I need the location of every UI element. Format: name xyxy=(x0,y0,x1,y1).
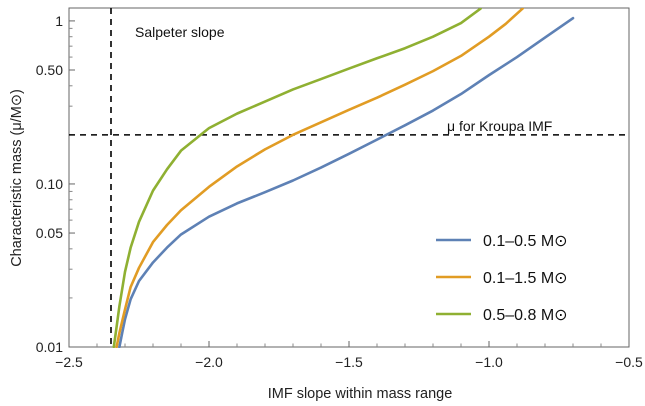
legend-label-1: 0.1–0.5 M⊙ xyxy=(483,233,568,250)
legend-label-2: 0.1–1.5 M⊙ xyxy=(483,270,568,287)
y-tick-label: 0.10 xyxy=(36,176,63,192)
series-group xyxy=(112,8,575,348)
series-line-1 xyxy=(118,16,575,348)
kroupa-mu-annotation: μ for Kroupa IMF xyxy=(447,118,552,134)
y-tick-label: 0.50 xyxy=(36,62,63,78)
x-tick-label: −0.5 xyxy=(615,354,643,370)
legend-label-3: 0.5–0.8 M⊙ xyxy=(483,307,568,324)
x-tick-label: −1.5 xyxy=(335,354,363,370)
x-tick-label: −1.0 xyxy=(475,354,503,370)
y-axis-label: Characteristic mass (μ/M⊙) xyxy=(9,89,25,267)
series-line-2 xyxy=(115,8,524,348)
x-tick-label: −2.5 xyxy=(55,354,83,370)
salpeter-slope-annotation: Salpeter slope xyxy=(135,24,225,40)
y-tick-label: 1 xyxy=(55,13,63,29)
y-tick-label: 0.05 xyxy=(36,225,63,241)
x-axis-label: IMF slope within mass range xyxy=(268,386,453,402)
x-tick-label: −2.0 xyxy=(195,354,223,370)
x-axis-ticks: −2.5 −2.0 −1.5 −1.0 −0.5 xyxy=(55,341,643,370)
y-tick-label: 0.01 xyxy=(36,339,63,355)
y-axis-ticks: 0.01 0.05 0.10 0.50 1 xyxy=(36,13,75,355)
plot-frame xyxy=(68,7,630,348)
legend: 0.1–0.5 M⊙ 0.1–1.5 M⊙ 0.5–0.8 M⊙ xyxy=(436,233,568,324)
series-line-3 xyxy=(112,8,482,348)
